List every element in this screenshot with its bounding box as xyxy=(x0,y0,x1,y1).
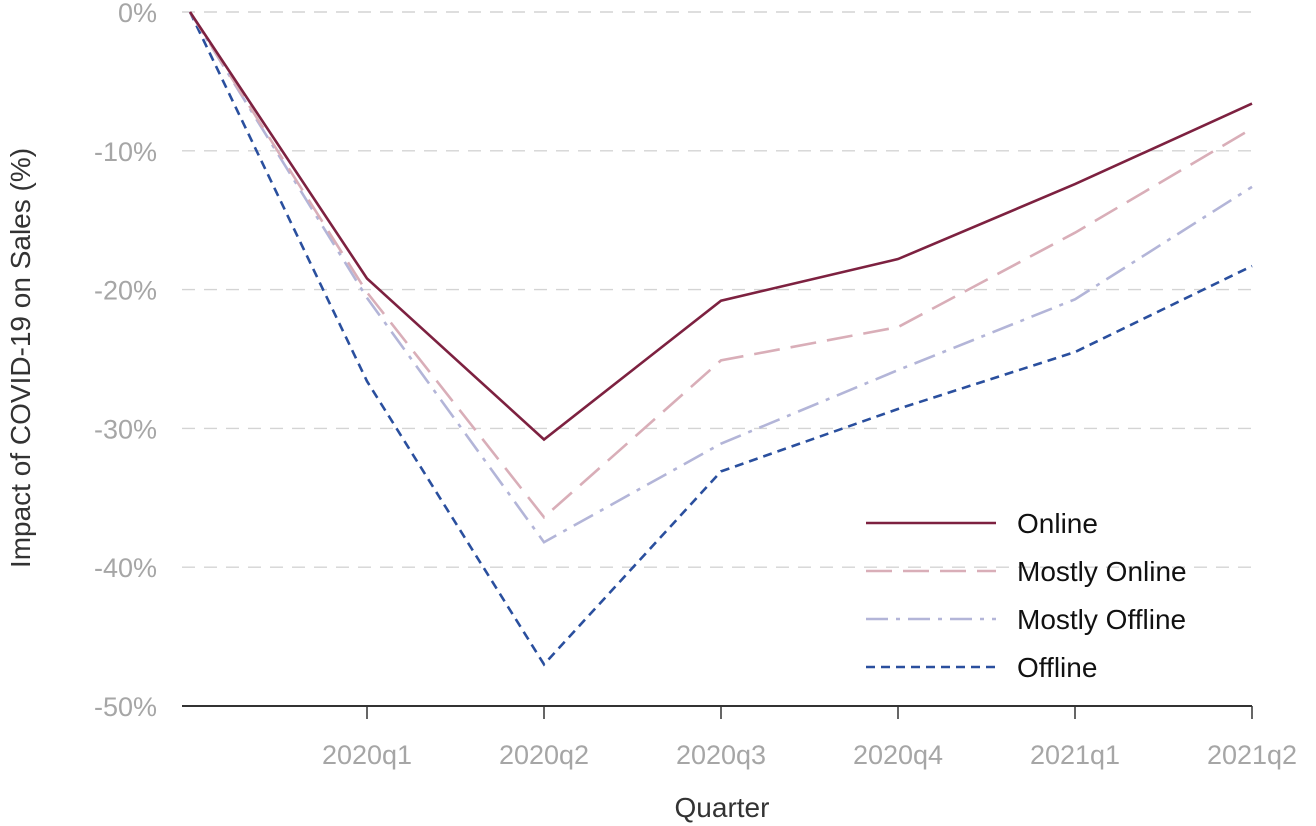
series-line-mostly-offline xyxy=(188,11,1253,544)
y-tick-label: 0% xyxy=(118,0,157,28)
y-tick-label: -30% xyxy=(94,414,157,444)
x-tick-label: 2020q4 xyxy=(853,740,943,770)
y-tick-label: -40% xyxy=(94,553,157,583)
legend-label-mostly-offline: Mostly Offline xyxy=(1017,604,1186,635)
gridlines xyxy=(182,11,1252,568)
series-line-offline xyxy=(188,11,1253,667)
x-tick-label: 2020q2 xyxy=(499,740,589,770)
y-tick-label: -20% xyxy=(94,276,157,306)
x-tick-label: 2020q3 xyxy=(676,740,766,770)
series-lines xyxy=(188,11,1253,667)
series-line-online xyxy=(188,11,1253,442)
legend-label-offline: Offline xyxy=(1017,652,1097,683)
x-tick-label: 2020q1 xyxy=(322,740,412,770)
series-line-mostly-online xyxy=(188,11,1253,520)
y-axis-title: Impact of COVID-19 on Sales (%) xyxy=(5,148,36,568)
x-tick-label: 2021q1 xyxy=(1030,740,1120,770)
x-tick-label: 2021q2 xyxy=(1207,740,1297,770)
y-tick-label: -50% xyxy=(94,692,157,722)
axes: 0% -10% -20% -30% -40% -50% 2020q1 2020q2 2020q3… xyxy=(94,0,1297,770)
legend-label-mostly-online: Mostly Online xyxy=(1017,556,1187,587)
x-axis-title: Quarter xyxy=(675,792,770,823)
legend: Online Mostly Online Mostly Offline Offline xyxy=(866,508,1187,683)
y-tick-label: -10% xyxy=(94,137,157,167)
legend-label-online: Online xyxy=(1017,508,1098,539)
